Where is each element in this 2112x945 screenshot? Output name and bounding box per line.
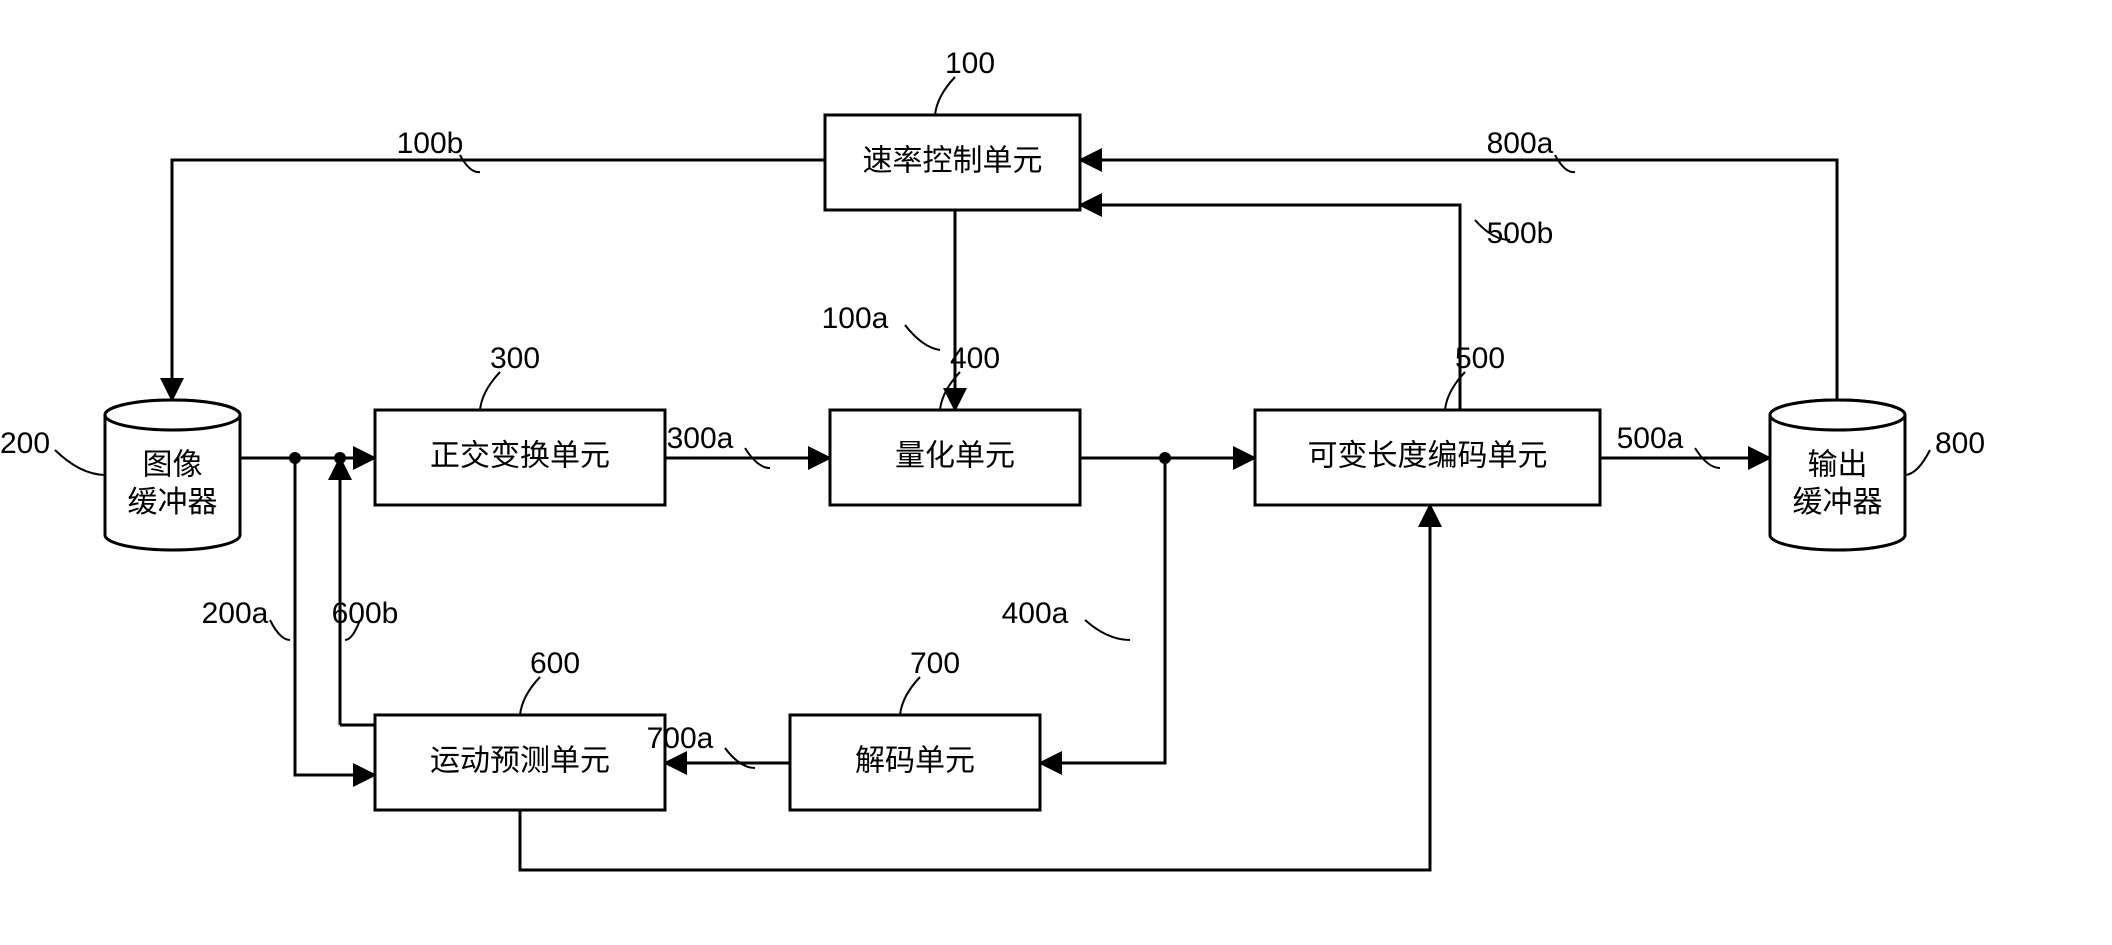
node-tag-n400: 400 bbox=[950, 342, 1000, 375]
edge-e600to500 bbox=[520, 505, 1430, 870]
node-label: 速率控制单元 bbox=[863, 144, 1043, 177]
node-label: 运动预测单元 bbox=[430, 744, 610, 777]
edge-label-e700a: 700a bbox=[647, 722, 714, 755]
tag-leader bbox=[935, 77, 955, 115]
tag-leader bbox=[1445, 372, 1465, 410]
tag-leader bbox=[55, 450, 105, 475]
junction-dot bbox=[1159, 452, 1171, 464]
edge-label-e300a: 300a bbox=[667, 422, 734, 455]
node-n500: 可变长度编码单元 bbox=[1255, 410, 1600, 505]
tag-leader bbox=[480, 372, 500, 410]
callout bbox=[1085, 620, 1130, 640]
node-n200: 图像缓冲器 bbox=[105, 400, 240, 550]
tag-leader bbox=[520, 677, 540, 715]
edge-label-e500a: 500a bbox=[1617, 422, 1684, 455]
edge-label-e500b: 500b bbox=[1487, 217, 1554, 250]
edge-label-e200a: 200a bbox=[202, 597, 269, 630]
node-tag-n600: 600 bbox=[530, 647, 580, 680]
edge-e500b bbox=[1080, 205, 1460, 410]
node-tag-n800: 800 bbox=[1935, 427, 1985, 460]
edge-label-e400a: 400a bbox=[1002, 597, 1069, 630]
nodes-layer: 速率控制单元图像缓冲器 正交变换单元 量化单元 可变长度编码单元运动预测单元 解码单元 输… bbox=[105, 115, 1905, 810]
node-n400: 量化单元 bbox=[830, 410, 1080, 505]
edge-label-e800a: 800a bbox=[1487, 127, 1554, 160]
node-label: 解码单元 bbox=[855, 744, 975, 777]
node-label: 量化单元 bbox=[895, 439, 1015, 472]
node-n800: 输出缓冲器 bbox=[1770, 400, 1905, 550]
node-tag-n200: 200 bbox=[0, 427, 50, 460]
callout bbox=[270, 620, 290, 640]
node-tag-n300: 300 bbox=[490, 342, 540, 375]
tag-leader bbox=[940, 372, 960, 410]
callout bbox=[1555, 155, 1575, 172]
edge-label-e100a: 100a bbox=[822, 302, 889, 335]
edge-label-e100b: 100b bbox=[397, 127, 464, 160]
tag-leader bbox=[1905, 450, 1930, 475]
node-n100: 速率控制单元 bbox=[825, 115, 1080, 210]
junction-dot bbox=[289, 452, 301, 464]
callout bbox=[905, 325, 940, 350]
node-tag-n100: 100 bbox=[945, 47, 995, 80]
node-n300: 正交变换单元 bbox=[375, 410, 665, 505]
callout bbox=[725, 748, 755, 768]
node-tag-n500: 500 bbox=[1455, 342, 1505, 375]
node-n600: 运动预测单元 bbox=[375, 715, 665, 810]
node-label: 可变长度编码单元 bbox=[1308, 439, 1548, 472]
node-label: 正交变换单元 bbox=[430, 439, 610, 472]
edge-label-e600b: 600b bbox=[332, 597, 399, 630]
encoder-block-diagram: 速率控制单元图像缓冲器 正交变换单元 量化单元 可变长度编码单元运动预测单元 解码单元 输… bbox=[0, 0, 2112, 945]
node-tag-n700: 700 bbox=[910, 647, 960, 680]
tag-leader bbox=[900, 677, 920, 715]
node-n700: 解码单元 bbox=[790, 715, 1040, 810]
junction-dot bbox=[334, 452, 346, 464]
